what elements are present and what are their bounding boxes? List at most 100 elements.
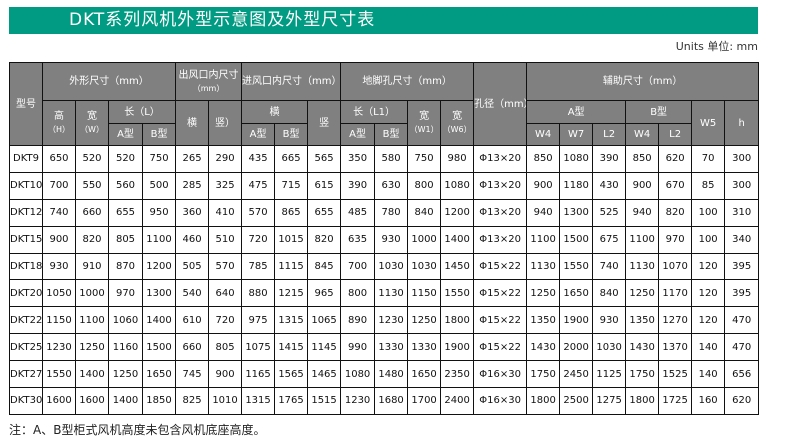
footnote: 注：A、B型柜式风机高度未包含风机底座高度。 bbox=[9, 423, 266, 437]
table-cell: 140 bbox=[691, 333, 726, 362]
table-cell: 780 bbox=[374, 198, 409, 227]
table-cell: 1800 bbox=[526, 387, 561, 415]
table-cell: 520 bbox=[75, 145, 109, 173]
page-title: DKT系列风机外型示意图及外型尺寸表 bbox=[9, 7, 758, 34]
table-row: DKT15 900 820 805 1100 460 510 720 1015 820 635 930… bbox=[9, 225, 760, 254]
table-cell: 990 bbox=[340, 333, 376, 362]
table-cell: 850 bbox=[526, 145, 561, 173]
header-foot-b: B型 bbox=[374, 123, 409, 146]
table-cell: 980 bbox=[440, 145, 475, 173]
table-cell: 1850 bbox=[141, 387, 177, 415]
header-foot-w6: 宽 （W6） bbox=[440, 100, 475, 146]
table-cell: 1750 bbox=[526, 360, 561, 389]
table-cell: 825 bbox=[175, 387, 210, 415]
outlet-label: 出风口内尺寸 bbox=[178, 69, 239, 81]
table-cell: 1350 bbox=[625, 306, 660, 335]
table-cell: DKT15 bbox=[9, 225, 43, 254]
table-cell: 505 bbox=[175, 252, 210, 281]
table-cell: 1650 bbox=[407, 360, 442, 389]
table-cell: 410 bbox=[208, 198, 243, 227]
table-row: DKT10 700 550 560 500 285 325 475 715 615 390 630 80… bbox=[9, 171, 760, 200]
table-cell: 1075 bbox=[241, 333, 276, 362]
table-cell: 1230 bbox=[340, 387, 376, 415]
table-cell: 1015 bbox=[274, 225, 309, 254]
table-cell: 880 bbox=[241, 279, 276, 308]
table-cell: 1000 bbox=[75, 279, 109, 308]
table-cell: 820 bbox=[307, 225, 342, 254]
header-length: 长（L） bbox=[107, 100, 177, 124]
table-cell: 1010 bbox=[208, 387, 243, 415]
table-cell: 475 bbox=[241, 171, 276, 200]
table-cell: 1030 bbox=[407, 252, 442, 281]
table-cell: 1030 bbox=[374, 252, 409, 281]
header-model: 型号 bbox=[9, 62, 43, 146]
table-cell: 650 bbox=[42, 145, 76, 173]
units-label: Units 单位: mm bbox=[675, 40, 758, 53]
table-cell: 1080 bbox=[440, 171, 475, 200]
table-cell: 965 bbox=[307, 279, 342, 308]
table-cell: 1550 bbox=[42, 360, 76, 389]
table-cell: 580 bbox=[374, 145, 409, 173]
table-cell: 1250 bbox=[75, 333, 109, 362]
table-cell: 630 bbox=[374, 171, 409, 200]
w6-label: 宽 bbox=[452, 111, 463, 122]
table-cell: 970 bbox=[658, 225, 693, 254]
outlet-unit: （mm） bbox=[192, 83, 225, 93]
table-cell: 1900 bbox=[440, 333, 475, 362]
table-cell: 120 bbox=[691, 252, 726, 281]
table-cell: 1170 bbox=[658, 279, 693, 308]
table-cell: 745 bbox=[175, 360, 210, 389]
table-cell: 930 bbox=[42, 252, 76, 281]
table-cell: 635 bbox=[340, 225, 376, 254]
table-cell: Φ13×20 bbox=[473, 171, 528, 200]
table-cell: 1130 bbox=[374, 279, 409, 308]
table-cell: 1145 bbox=[307, 333, 342, 362]
table-cell: 660 bbox=[75, 198, 109, 227]
header-aux-a: A型 bbox=[526, 100, 627, 124]
table-cell: 865 bbox=[274, 198, 309, 227]
table-cell: Φ16×30 bbox=[473, 360, 528, 389]
table-cell: 1650 bbox=[141, 360, 177, 389]
table-cell: 1200 bbox=[440, 198, 475, 227]
table-cell: 820 bbox=[75, 225, 109, 254]
table-cell: 2350 bbox=[440, 360, 475, 389]
table-cell: 2400 bbox=[440, 387, 475, 415]
table-cell: 2000 bbox=[559, 333, 594, 362]
table-cell: 670 bbox=[658, 171, 693, 200]
height-label: 高 bbox=[54, 111, 64, 122]
table-cell: 950 bbox=[141, 198, 177, 227]
table-cell: 1330 bbox=[407, 333, 442, 362]
table-cell: 805 bbox=[108, 225, 143, 254]
table-cell: 1080 bbox=[340, 360, 376, 389]
table-cell: 845 bbox=[307, 252, 342, 281]
table-cell: 1130 bbox=[625, 252, 660, 281]
table-cell: 2450 bbox=[559, 360, 594, 389]
header-w4-b: W4 bbox=[625, 123, 660, 146]
table-cell: 1500 bbox=[559, 225, 594, 254]
table-row: DKT20 1050 1000 970 1300 540 640 880 1215 965 800 1… bbox=[9, 279, 760, 308]
header-foot-a: A型 bbox=[340, 123, 376, 146]
table-cell: DKT22 bbox=[9, 306, 43, 335]
header-aux-b: B型 bbox=[625, 100, 693, 124]
table-cell: 640 bbox=[208, 279, 243, 308]
header-hole: 孔径（mm） bbox=[473, 62, 528, 146]
table-cell: 1250 bbox=[625, 279, 660, 308]
table-cell: 1315 bbox=[274, 306, 309, 335]
table-cell: 460 bbox=[175, 225, 210, 254]
table-cell: 715 bbox=[274, 171, 309, 200]
table-cell: 540 bbox=[175, 279, 210, 308]
table-cell: 550 bbox=[75, 171, 109, 200]
table-row: DKT12 740 660 655 950 360 410 570 865 655 485 780 84… bbox=[9, 198, 760, 227]
table-cell: 1800 bbox=[625, 387, 660, 415]
table-cell: 1415 bbox=[274, 333, 309, 362]
table-cell: 1275 bbox=[592, 387, 627, 415]
table-cell: 870 bbox=[108, 252, 143, 281]
table-cell: 720 bbox=[208, 306, 243, 335]
width-label: 宽 bbox=[87, 111, 97, 122]
table-cell: 100 bbox=[691, 225, 726, 254]
table-cell: 1250 bbox=[526, 279, 561, 308]
table-cell: 570 bbox=[241, 198, 276, 227]
table-cell: 1200 bbox=[141, 252, 177, 281]
header-width: 宽 （W） bbox=[75, 100, 109, 146]
w1-label: 宽 bbox=[419, 111, 430, 122]
